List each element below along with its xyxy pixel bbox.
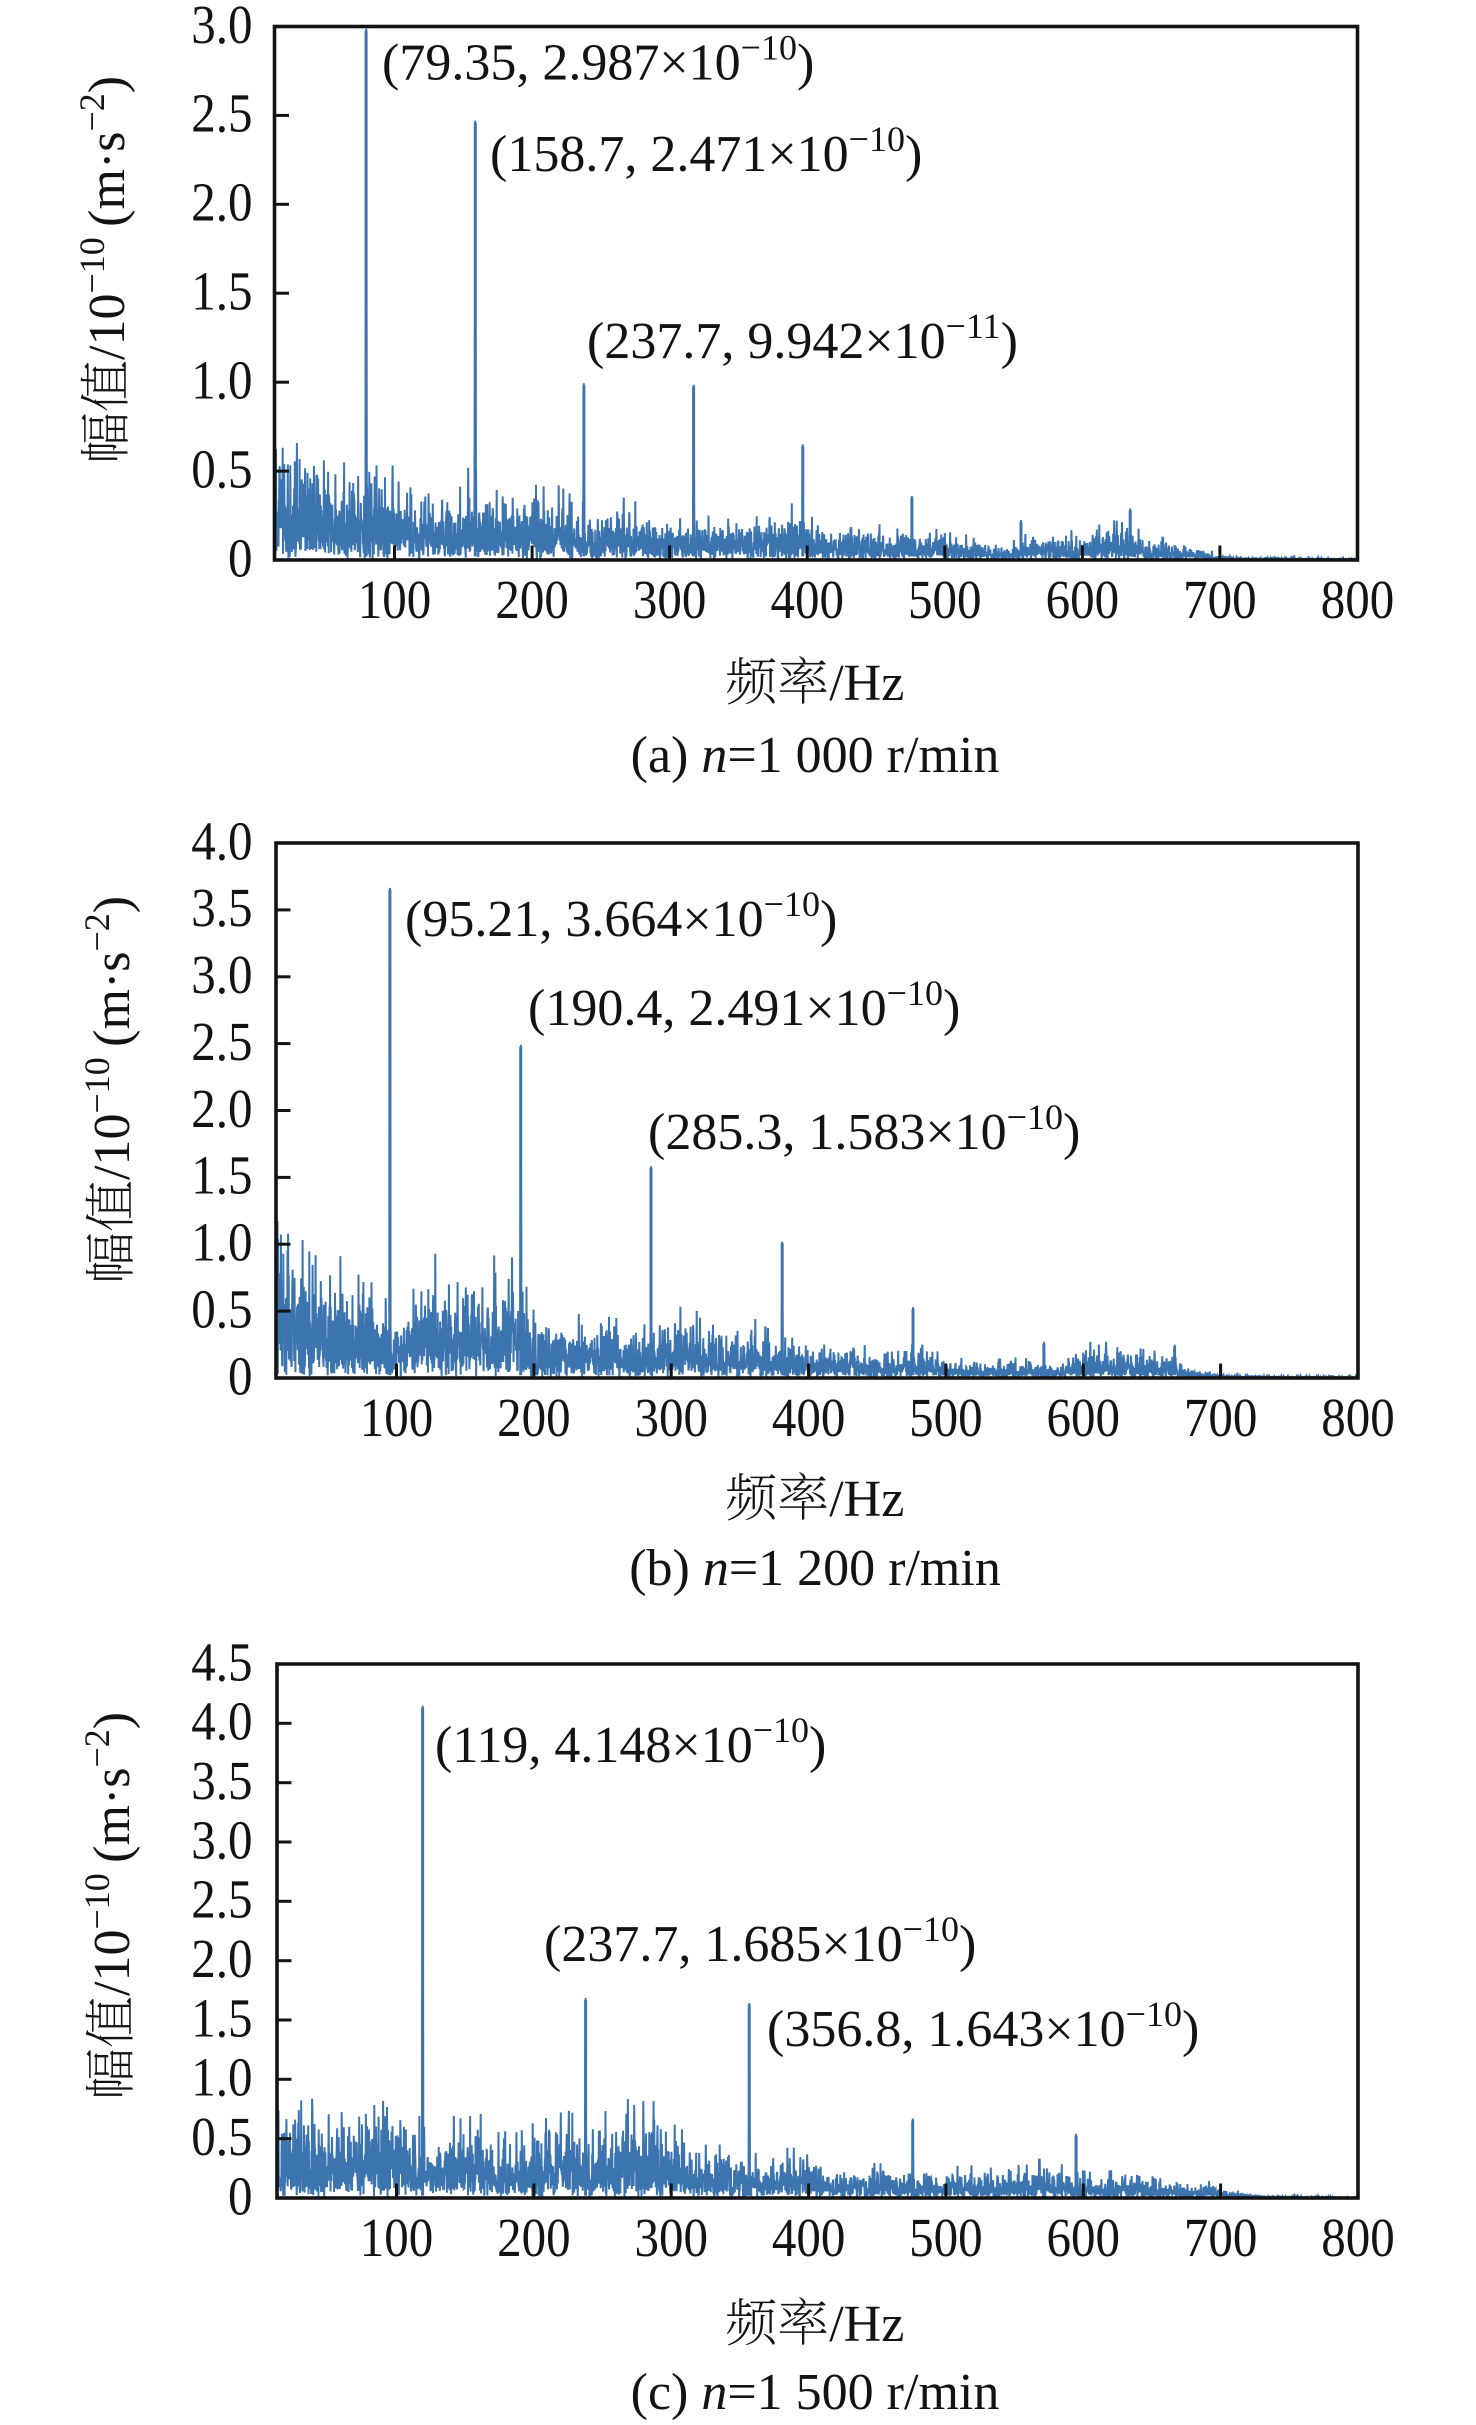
svg-text:2.5: 2.5	[191, 84, 252, 144]
svg-text:1.5: 1.5	[191, 1989, 252, 2049]
svg-text:(237.7, 1.685×10−10): (237.7, 1.685×10−10)	[544, 1909, 976, 1973]
svg-text:800: 800	[1321, 1388, 1394, 1448]
svg-text:200: 200	[497, 2208, 570, 2268]
svg-text:(190.4, 2.491×10−10): (190.4, 2.491×10−10)	[528, 973, 960, 1037]
svg-text:100: 100	[360, 2208, 433, 2268]
svg-text:(a) n=1 000 r/min: (a) n=1 000 r/min	[631, 727, 1000, 784]
svg-text:1.0: 1.0	[191, 351, 252, 411]
svg-text:(285.3, 1.583×10−10): (285.3, 1.583×10−10)	[648, 1097, 1080, 1161]
svg-text:3.0: 3.0	[191, 0, 252, 55]
svg-text:2.0: 2.0	[191, 173, 252, 233]
svg-text:0: 0	[228, 529, 253, 589]
svg-text:/Hz: /Hz	[829, 655, 904, 712]
svg-text:800: 800	[1321, 2208, 1394, 2268]
svg-text:500: 500	[908, 570, 981, 630]
svg-text:4.0: 4.0	[191, 812, 252, 872]
svg-text:(b) n=1 200 r/min: (b) n=1 200 r/min	[629, 1540, 1001, 1597]
svg-text:3.0: 3.0	[191, 946, 252, 1006]
svg-text:0.5: 0.5	[191, 440, 252, 500]
svg-text:0.5: 0.5	[191, 1280, 252, 1340]
svg-text:/10−10 (m·s−2): /10−10 (m·s−2)	[77, 896, 141, 1180]
svg-text:300: 300	[634, 1388, 707, 1448]
svg-text:700: 700	[1184, 2208, 1257, 2268]
svg-text:200: 200	[497, 1388, 570, 1448]
svg-text:4.5: 4.5	[191, 1633, 252, 1693]
svg-text:/Hz: /Hz	[829, 2296, 904, 2353]
svg-text:600: 600	[1047, 2208, 1120, 2268]
svg-text:2.5: 2.5	[191, 1870, 252, 1930]
svg-text:2.0: 2.0	[191, 1079, 252, 1139]
svg-text:300: 300	[634, 2208, 707, 2268]
svg-text:600: 600	[1046, 570, 1119, 630]
svg-text:(356.8, 1.643×10−10): (356.8, 1.643×10−10)	[767, 1994, 1199, 2058]
svg-text:2.0: 2.0	[191, 1929, 252, 1989]
svg-text:600: 600	[1047, 1388, 1120, 1448]
svg-text:400: 400	[772, 2208, 845, 2268]
svg-text:500: 500	[909, 2208, 982, 2268]
svg-text:100: 100	[360, 1388, 433, 1448]
svg-text:1.0: 1.0	[191, 2048, 252, 2108]
svg-text:(95.21, 3.664×10−10): (95.21, 3.664×10−10)	[405, 884, 837, 948]
svg-text:(237.7, 9.942×10−11): (237.7, 9.942×10−11)	[587, 306, 1018, 370]
svg-text:/10−10 (m·s−2): /10−10 (m·s−2)	[77, 1712, 141, 1996]
svg-text:400: 400	[772, 1388, 845, 1448]
svg-text:(119, 4.148×10−10): (119, 4.148×10−10)	[435, 1710, 826, 1774]
svg-text:300: 300	[633, 570, 706, 630]
svg-text:200: 200	[495, 570, 568, 630]
svg-text:2.5: 2.5	[191, 1012, 252, 1072]
svg-text:/Hz: /Hz	[829, 1471, 904, 1528]
svg-text:3.5: 3.5	[191, 879, 252, 939]
svg-text:3.5: 3.5	[191, 1751, 252, 1811]
svg-text:3.0: 3.0	[191, 1811, 252, 1871]
svg-text:1.0: 1.0	[191, 1213, 252, 1273]
svg-text:800: 800	[1321, 570, 1394, 630]
svg-text:1.5: 1.5	[191, 1146, 252, 1206]
svg-text:(79.35, 2.987×10−10): (79.35, 2.987×10−10)	[382, 28, 814, 92]
svg-text:700: 700	[1184, 1388, 1257, 1448]
svg-text:700: 700	[1183, 570, 1256, 630]
svg-text:0: 0	[228, 1347, 253, 1407]
svg-text:400: 400	[770, 570, 843, 630]
svg-text:(158.7, 2.471×10−10): (158.7, 2.471×10−10)	[490, 119, 922, 183]
svg-text:100: 100	[358, 570, 431, 630]
svg-text:1.5: 1.5	[191, 262, 252, 322]
svg-text:4.0: 4.0	[191, 1692, 252, 1752]
svg-text:0.5: 0.5	[191, 2107, 252, 2167]
svg-text:500: 500	[909, 1388, 982, 1448]
svg-text:(c) n=1 500 r/min: (c) n=1 500 r/min	[631, 2364, 1000, 2421]
svg-text:0: 0	[228, 2167, 253, 2227]
svg-text:/10−10 (m·s−2): /10−10 (m·s−2)	[72, 76, 136, 360]
